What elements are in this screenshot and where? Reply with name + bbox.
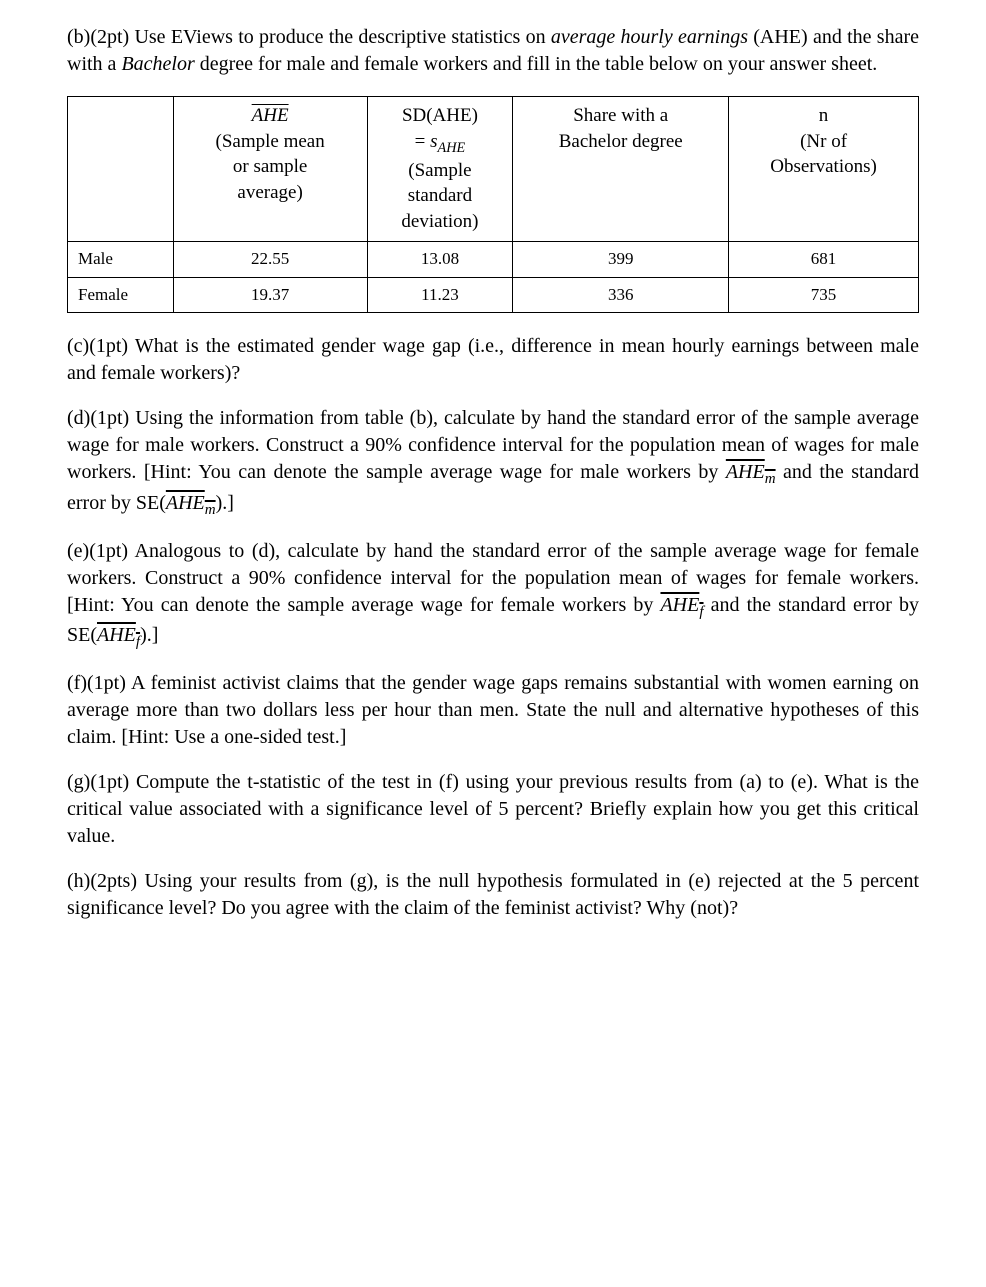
male-ahe: 22.55 xyxy=(173,241,367,277)
ahe-f-symbol: AHEf xyxy=(660,594,703,616)
table-header-ahe: AHE (Sample mean or sample average) xyxy=(173,97,367,242)
table-header-blank xyxy=(68,97,174,242)
ahe-f-symbol-2: AHEf xyxy=(97,624,140,646)
male-sd: 13.08 xyxy=(367,241,513,277)
table-row: Male 22.55 13.08 399 681 xyxy=(68,241,919,277)
row-label-male: Male xyxy=(68,241,174,277)
question-c: (c)(1pt) What is the estimated gender wa… xyxy=(67,333,919,387)
female-sd: 11.23 xyxy=(367,277,513,313)
question-f: (f)(1pt) A feminist activist claims that… xyxy=(67,670,919,751)
table-header-share: Share with a Bachelor degree xyxy=(513,97,729,242)
stats-table: AHE (Sample mean or sample average) SD(A… xyxy=(67,96,919,313)
ahe-m-symbol: AHEm xyxy=(726,461,776,483)
ahe-m-symbol-2: AHEm xyxy=(166,492,216,514)
question-g: (g)(1pt) Compute the t-statistic of the … xyxy=(67,769,919,850)
female-ahe: 19.37 xyxy=(173,277,367,313)
q-b-text3: degree for male and female workers and f… xyxy=(195,53,878,75)
q-e-t3: ).] xyxy=(140,624,158,646)
table-header-sd: SD(AHE) = sAHE (Sample standard deviatio… xyxy=(367,97,513,242)
male-share: 399 xyxy=(513,241,729,277)
male-n: 681 xyxy=(729,241,919,277)
female-n: 735 xyxy=(729,277,919,313)
question-h: (h)(2pts) Using your results from (g), i… xyxy=(67,868,919,922)
question-d: (d)(1pt) Using the information from tabl… xyxy=(67,405,919,520)
q-b-text1: (b)(2pt) Use EViews to produce the descr… xyxy=(67,26,551,48)
table-row: Female 19.37 11.23 336 735 xyxy=(68,277,919,313)
table-header-row: AHE (Sample mean or sample average) SD(A… xyxy=(68,97,919,242)
q-b-em2: Bachelor xyxy=(121,53,194,75)
row-label-female: Female xyxy=(68,277,174,313)
female-share: 336 xyxy=(513,277,729,313)
q-b-em1: average hourly earnings xyxy=(551,26,748,48)
q-d-t3: ).] xyxy=(216,492,234,514)
question-b: (b)(2pt) Use EViews to produce the descr… xyxy=(67,24,919,78)
table-header-n: n (Nr of Observations) xyxy=(729,97,919,242)
question-e: (e)(1pt) Analogous to (d), calculate by … xyxy=(67,538,919,653)
